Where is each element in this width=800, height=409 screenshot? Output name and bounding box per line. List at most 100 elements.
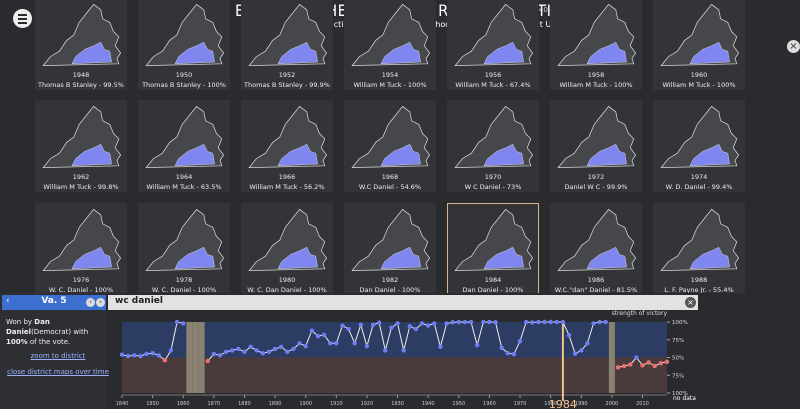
vote-point[interactable] (162, 358, 168, 363)
vote-point[interactable] (266, 349, 272, 355)
vote-point[interactable] (615, 365, 621, 370)
vote-point[interactable] (376, 320, 382, 325)
vote-point[interactable] (242, 349, 247, 355)
menu-button[interactable] (13, 9, 32, 28)
vote-point[interactable] (481, 319, 486, 325)
step-button[interactable]: ‹ (86, 298, 95, 307)
district-map-tile[interactable]: 1980 W. C. Dan Daniel - 100% (241, 203, 333, 295)
district-map-tile[interactable]: 1970 W C Daniel - 73% (447, 100, 539, 192)
vote-point[interactable] (468, 319, 474, 325)
vote-point[interactable] (138, 353, 143, 359)
district-map-tile[interactable]: 1972 Daniel W C - 99.9% (550, 100, 642, 192)
vote-point[interactable] (291, 346, 296, 352)
district-map-tile[interactable]: 1982 Dan Daniel - 100% (344, 203, 436, 295)
vote-point[interactable] (450, 320, 455, 325)
district-map-tile[interactable]: 1954 William M Tuck - 100% (344, 0, 436, 90)
search-bar[interactable]: wc daniel × (108, 295, 698, 310)
vote-point[interactable] (205, 358, 210, 364)
vote-point[interactable] (438, 344, 443, 350)
district-map-tile[interactable]: 1958 William M Tuck - 100% (550, 0, 642, 90)
close-maps-button[interactable]: × (787, 40, 800, 53)
vote-point[interactable] (474, 342, 480, 348)
vote-point[interactable] (297, 341, 302, 346)
vote-point[interactable] (315, 334, 321, 339)
vote-point[interactable] (119, 352, 125, 357)
vote-point[interactable] (279, 344, 284, 350)
panel-link[interactable]: close district maps over time (7, 368, 109, 376)
vote-point[interactable] (425, 323, 431, 328)
vote-point[interactable] (272, 346, 278, 352)
district-map-tile[interactable]: 1976 W. C. Daniel - 100% (35, 203, 127, 295)
vote-point[interactable] (628, 362, 633, 367)
vote-point[interactable] (554, 319, 559, 325)
vote-point[interactable] (566, 332, 572, 338)
district-map-tile[interactable]: 1950 Thomas B Stanley - 100% (138, 0, 230, 90)
vote-point[interactable] (223, 349, 229, 355)
vote-point[interactable] (340, 323, 345, 328)
vote-point[interactable] (548, 319, 553, 325)
district-map-tile[interactable]: 1956 William M Tuck - 67.4% (447, 0, 539, 90)
vote-point[interactable] (217, 353, 223, 358)
district-map-tile[interactable]: 1968 W.C Daniel - 54.6% (344, 100, 436, 192)
vote-point[interactable] (358, 322, 364, 328)
vote-point[interactable] (603, 319, 608, 325)
district-map-tile[interactable]: 1974 W. D. Daniel - 99.4% (653, 100, 745, 192)
vote-point[interactable] (383, 348, 388, 353)
vote-point[interactable] (560, 319, 566, 325)
district-map-tile[interactable]: 1948 Thomas B Stanley - 99.5% (35, 0, 127, 90)
vote-point[interactable] (254, 348, 259, 353)
vote-point[interactable] (364, 343, 370, 349)
district-map-tile[interactable]: 1984 Dan Daniel - 100% (447, 203, 539, 295)
vote-point[interactable] (395, 321, 400, 326)
vote-point[interactable] (389, 325, 394, 330)
vote-point[interactable] (230, 348, 235, 353)
vote-point[interactable] (413, 326, 419, 332)
vote-point[interactable] (487, 319, 492, 325)
vote-point[interactable] (248, 344, 253, 350)
vote-point[interactable] (285, 349, 290, 355)
district-map-tile[interactable]: 1986 W.C."dan" Daniel - 81.5% (550, 203, 642, 295)
vote-point[interactable] (493, 319, 498, 325)
vote-point[interactable] (168, 348, 174, 353)
district-map-tile[interactable]: 1952 Thomas B Stanley - 99.9% (241, 0, 333, 90)
vote-point[interactable] (321, 332, 327, 337)
vote-point[interactable] (156, 353, 161, 358)
vote-point[interactable] (634, 355, 639, 360)
vote-point[interactable] (664, 359, 670, 364)
vote-point[interactable] (640, 363, 645, 368)
vote-point[interactable] (499, 345, 504, 351)
district-map-tile[interactable]: 1988 L. F. Payne Jr. - 55.4% (653, 203, 745, 295)
vote-point[interactable] (328, 341, 333, 346)
vote-point[interactable] (585, 341, 590, 346)
vote-point[interactable] (579, 348, 584, 353)
vote-point[interactable] (346, 326, 351, 332)
vote-point[interactable] (352, 341, 357, 346)
vote-point[interactable] (303, 343, 308, 349)
prev-button[interactable]: ‹ (6, 296, 10, 306)
district-map-tile[interactable]: 1964 William M Tuck - 63.5% (138, 100, 230, 192)
vote-point[interactable] (309, 328, 315, 333)
vote-point[interactable] (542, 319, 547, 325)
vote-point[interactable] (597, 319, 602, 325)
vote-point[interactable] (432, 321, 437, 326)
panel-link[interactable]: zoom to district (30, 352, 86, 360)
vote-point[interactable] (511, 352, 517, 357)
vote-point[interactable] (401, 348, 406, 353)
vote-point[interactable] (646, 360, 651, 365)
vote-point[interactable] (174, 319, 180, 325)
vote-point[interactable] (505, 350, 510, 356)
district-map-tile[interactable]: 1962 William M Tuck - 99.8% (35, 100, 127, 192)
vote-point[interactable] (621, 363, 627, 369)
district-map-tile[interactable]: 1966 William M Tuck - 56.2% (241, 100, 333, 192)
district-map-tile[interactable]: 1978 W. C. Daniel - 100% (138, 203, 230, 295)
vote-point[interactable] (150, 351, 155, 356)
vote-point[interactable] (652, 363, 657, 369)
vote-point[interactable] (456, 319, 461, 325)
vote-point[interactable] (444, 321, 449, 326)
vote-point[interactable] (462, 319, 468, 325)
vote-point[interactable] (132, 353, 137, 358)
vote-point[interactable] (370, 322, 376, 328)
clear-search[interactable]: × (685, 297, 696, 308)
vote-point[interactable] (530, 320, 535, 325)
vote-point[interactable] (144, 351, 149, 357)
